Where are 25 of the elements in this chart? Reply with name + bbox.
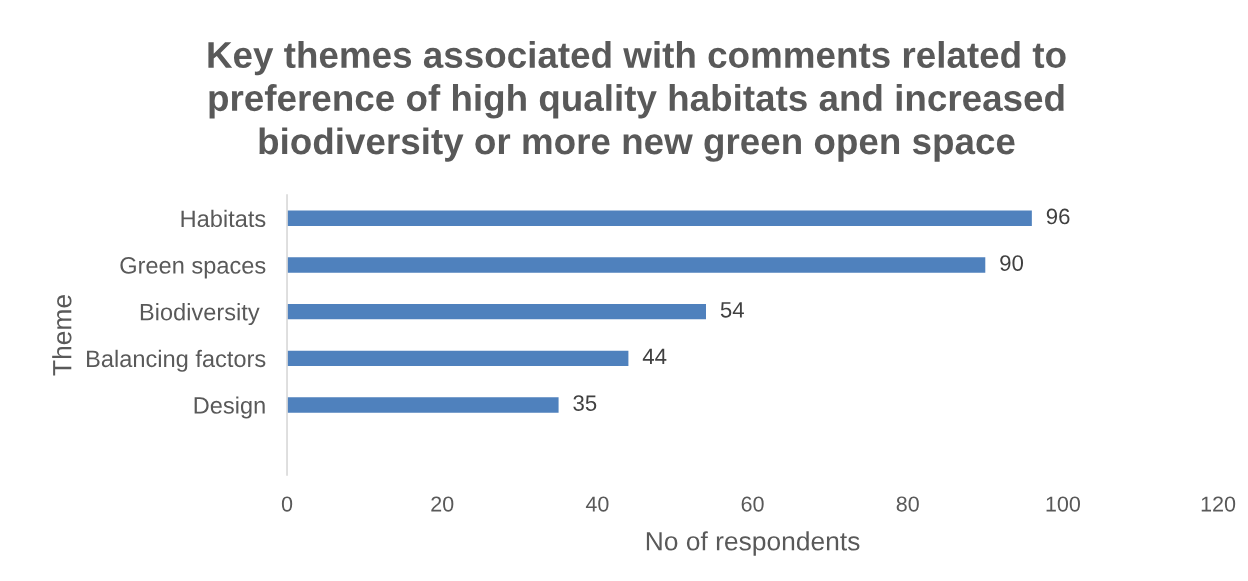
y-axis-title: Theme	[52, 295, 72, 376]
bar	[287, 350, 629, 367]
data-label: 44	[642, 348, 667, 365]
y-tick-label: Design	[194, 396, 265, 419]
data-label: 54	[720, 302, 744, 318]
chart-title: Key themes associated with comments related to preference of high quality habitats and increased biodiversity or more new green open space	[208, 41, 1066, 162]
x-tick-label: 60	[741, 496, 764, 512]
data-label: 90	[1000, 255, 1024, 271]
x-tick-label: 0	[281, 496, 293, 512]
x-tick-label: 80	[896, 496, 919, 512]
y-tick-label: Green spaces	[120, 257, 266, 279]
x-tick-label: 120	[1201, 496, 1236, 512]
y-tick-label: Biodiversity	[140, 303, 260, 326]
bar	[287, 303, 706, 320]
data-label: 96	[1046, 208, 1070, 225]
y-tick-label: Habitats	[181, 209, 266, 228]
x-tick-label: 20	[431, 496, 454, 512]
y-tick-label: Balancing factors	[87, 349, 266, 372]
data-label: 35	[573, 395, 597, 411]
bar	[287, 257, 986, 273]
bar	[287, 210, 1032, 227]
x-axis-title: No of respondents	[646, 531, 860, 556]
x-tick-label: 40	[585, 496, 609, 512]
x-tick-label: 100	[1046, 496, 1080, 512]
bar	[287, 397, 559, 413]
